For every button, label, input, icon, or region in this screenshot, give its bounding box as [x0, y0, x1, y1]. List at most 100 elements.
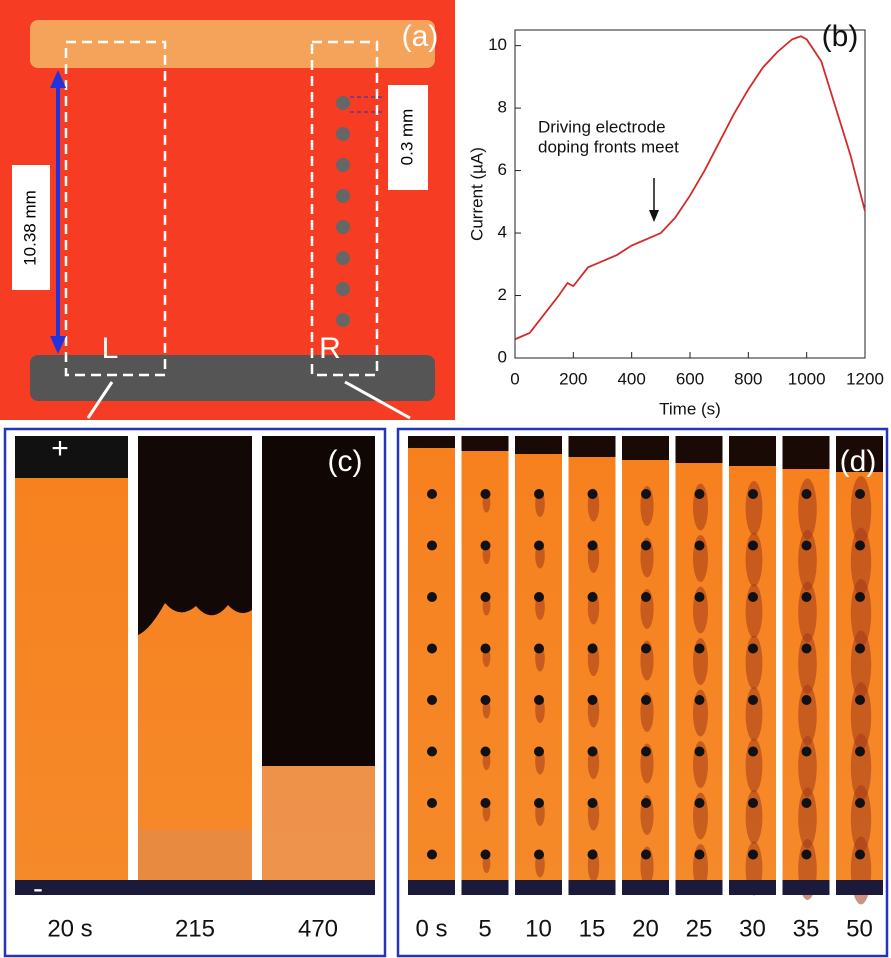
- time-label: 470: [298, 915, 338, 942]
- dot: [801, 540, 812, 551]
- panel-label: (a): [402, 20, 439, 53]
- dots: [336, 96, 350, 327]
- dark-front: [408, 436, 455, 448]
- bottom-band: [568, 880, 616, 895]
- dot: [748, 592, 758, 602]
- dark-front: [461, 436, 509, 451]
- dot: [801, 695, 812, 705]
- dot: [480, 849, 491, 860]
- bottom-band: [782, 880, 830, 895]
- dot: [641, 746, 651, 757]
- dot: [855, 695, 865, 705]
- polarity: -: [33, 872, 43, 905]
- region-label: L: [102, 332, 119, 365]
- length-box: [12, 165, 50, 290]
- strip: [15, 436, 128, 895]
- dark-front: [782, 436, 830, 469]
- electrode-dot: [336, 282, 350, 296]
- x-tick-label: 1000: [788, 369, 826, 388]
- length-label: 10.38 mm: [20, 190, 39, 266]
- pointer: [86, 381, 114, 419]
- dot: [587, 540, 598, 551]
- dot: [427, 540, 437, 551]
- y-tick-label: 6: [498, 160, 507, 179]
- time-label: 20 s: [47, 915, 92, 942]
- y-tick-label: 10: [488, 35, 507, 54]
- doped-trail: [745, 687, 763, 741]
- dot: [587, 798, 598, 808]
- dot: [427, 489, 437, 499]
- bottom-electrode: [30, 355, 435, 401]
- dot: [427, 643, 437, 654]
- growth: [138, 830, 252, 885]
- dot: [587, 746, 598, 757]
- dot: [855, 746, 865, 757]
- dot: [480, 798, 491, 808]
- dot: [855, 489, 865, 499]
- x-tick-label: 800: [734, 369, 762, 388]
- bottom-band: [408, 880, 455, 895]
- dot: [641, 798, 651, 808]
- time-label: 50: [846, 915, 873, 942]
- dot: [534, 798, 544, 808]
- electrode-dot: [336, 313, 350, 327]
- doped-trail: [745, 481, 763, 535]
- dot: [748, 746, 758, 757]
- dot: [534, 540, 544, 551]
- dot: [534, 849, 544, 860]
- dot: [748, 489, 758, 499]
- y-tick-label: 8: [498, 98, 507, 117]
- y-tick-label: 0: [498, 347, 507, 366]
- dot: [801, 798, 812, 808]
- electrode-dot: [336, 158, 350, 172]
- arrow-head: [50, 336, 66, 354]
- frame: [396, 427, 889, 958]
- dot: [801, 746, 812, 757]
- dot: [748, 643, 758, 654]
- arrow-head: [50, 70, 66, 88]
- dot: [534, 643, 544, 654]
- annotation: Driving electrode: [538, 117, 666, 136]
- time-label: 20: [632, 915, 659, 942]
- dot: [480, 746, 491, 757]
- x-tick-label: 0: [510, 369, 519, 388]
- dot: [855, 643, 865, 654]
- current-line: [514, 35, 866, 341]
- x-tick-label: 600: [676, 369, 704, 388]
- doped-trail: [745, 738, 763, 793]
- dot: [587, 643, 598, 654]
- time-label: 15: [579, 915, 606, 942]
- dot: [694, 849, 705, 860]
- time-label: 5: [478, 915, 491, 942]
- polarity: +: [51, 432, 69, 465]
- dot: [748, 798, 758, 808]
- chart: 0 200 400 600 800 1000 1200 0 2 4 6 8 10 Time (s) Curr…: [467, 20, 883, 419]
- strip: [408, 436, 455, 895]
- electrode-dot: [336, 189, 350, 203]
- dot: [748, 695, 758, 705]
- dot: [641, 849, 651, 860]
- dot: [694, 489, 705, 499]
- dot: [480, 592, 491, 602]
- dot: [801, 643, 812, 654]
- region-l: [64, 40, 167, 377]
- electrode-dot: [336, 127, 350, 141]
- dot: [855, 592, 865, 602]
- arrow-head: [649, 210, 659, 222]
- time-label: 215: [175, 915, 215, 942]
- panel-c: + - (c) 20 s 215 470: [3, 427, 387, 958]
- dot: [427, 746, 437, 757]
- x-axis-label: Time (s): [659, 399, 721, 418]
- doped-trail: [745, 635, 763, 690]
- dot: [427, 849, 437, 860]
- substrate: [0, 0, 455, 420]
- dot: [587, 849, 598, 860]
- dark-front: [622, 436, 669, 460]
- electrode-dot: [336, 220, 350, 234]
- dark-front: [836, 436, 883, 472]
- top-electrode: [30, 20, 435, 68]
- panel-label: (b): [822, 20, 859, 53]
- dot: [801, 489, 812, 499]
- dot: [694, 643, 705, 654]
